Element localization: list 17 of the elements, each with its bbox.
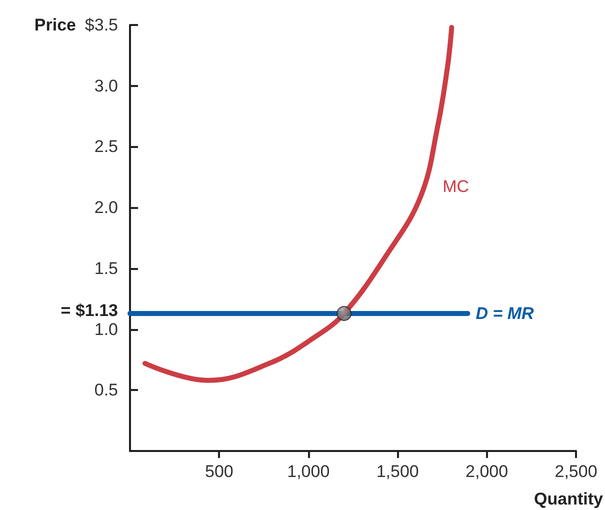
- y-tick-label: $3.5: [84, 16, 118, 34]
- y-tick-label: 0.5: [94, 380, 118, 400]
- x-tick-label: 2,000: [466, 462, 508, 481]
- y-tick-label: 3.0: [94, 76, 118, 96]
- x-tick-label: 500: [205, 462, 234, 481]
- series-label: MC: [442, 177, 470, 196]
- y-tick-label: 1.5: [94, 258, 118, 278]
- series-label: D = MR: [476, 304, 535, 323]
- x-axis-title: Quantity: [534, 490, 604, 508]
- y-tick-label: 2.0: [94, 198, 118, 218]
- y-tick-label: 2.5: [94, 137, 118, 156]
- y-tick-label: = $1.13: [60, 300, 118, 320]
- y-axis-title: Price: [34, 16, 76, 34]
- x-tick-label: 2,500: [554, 462, 598, 481]
- y-tick-label: 1.0: [94, 320, 118, 339]
- x-tick-label: 1,000: [287, 462, 330, 481]
- x-tick-label: 1,500: [376, 462, 419, 481]
